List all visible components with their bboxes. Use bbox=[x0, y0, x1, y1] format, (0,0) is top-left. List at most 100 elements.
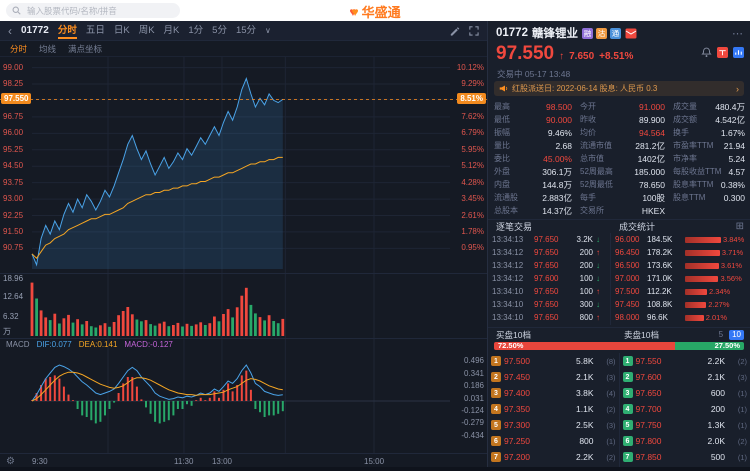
sell-level-index: 3 bbox=[623, 388, 633, 398]
stat-cell: 52周最低 78.650 bbox=[576, 178, 669, 191]
price-alert-bell-icon[interactable] bbox=[701, 47, 712, 58]
tick-trades-title[interactable]: 逐笔交易 bbox=[496, 220, 532, 233]
chart-subtab-分时[interactable]: 分时 bbox=[10, 43, 27, 55]
stat-value: 78.650 bbox=[639, 180, 665, 190]
macd-axis-label: -0.279 bbox=[461, 418, 484, 427]
stat-value: 2.68 bbox=[555, 141, 572, 151]
red-packet-icon[interactable] bbox=[625, 28, 637, 39]
macd-chart[interactable]: MACD DIF:0.077 DEA:0.141 MACD:-0.127 0.4… bbox=[0, 338, 487, 453]
stat-label: 最高 bbox=[494, 101, 510, 112]
stat-value: 90.000 bbox=[546, 115, 572, 125]
stat-value: 4.542亿 bbox=[715, 114, 745, 126]
period-tab-分时[interactable]: 分时 bbox=[58, 22, 77, 39]
buy-volume: 2.2K bbox=[542, 452, 596, 462]
tick-time: 13:34:10 bbox=[492, 300, 534, 309]
bid-levels-title: 买盘10档 bbox=[496, 329, 531, 341]
stat-value: HKEX bbox=[642, 206, 665, 216]
stat-volume: 171.0K bbox=[647, 274, 685, 283]
back-icon[interactable]: ‹ bbox=[8, 24, 12, 38]
ask-ratio-label: 27.50% bbox=[711, 342, 744, 350]
chart-settings-gear-icon[interactable]: ⚙ bbox=[6, 456, 15, 467]
corporate-action-notice[interactable]: 红股派送日: 2022-06-14 股息: 人民币 0.3 › bbox=[494, 81, 744, 96]
stat-volume-bar bbox=[685, 250, 720, 256]
more-options-icon[interactable]: ⋯ bbox=[732, 27, 744, 40]
ask-ratio-segment: 27.50% bbox=[675, 342, 744, 350]
chart-subtab-均线[interactable]: 均线 bbox=[39, 43, 56, 55]
stat-price: 96.450 bbox=[615, 248, 647, 257]
search-input[interactable] bbox=[25, 5, 159, 17]
stat-price: 96.000 bbox=[615, 235, 647, 244]
period-tab-日K[interactable]: 日K bbox=[114, 22, 130, 39]
period-tab-1分[interactable]: 1分 bbox=[188, 22, 203, 39]
stat-value: 91.000 bbox=[639, 102, 665, 112]
buy-volume: 800 bbox=[542, 436, 596, 446]
stat-label: 每股收益TTM bbox=[673, 166, 721, 177]
tick-volume: 100 bbox=[566, 287, 596, 296]
stat-label: 总市值 bbox=[580, 153, 604, 164]
tick-price: 97.650 bbox=[534, 287, 566, 296]
fullscreen-icon[interactable] bbox=[468, 25, 479, 36]
draw-pencil-icon[interactable] bbox=[449, 25, 460, 36]
hongbao-badge-icon[interactable] bbox=[717, 47, 728, 58]
tick-time: 13:34:12 bbox=[492, 274, 534, 283]
buy-level-index: 7 bbox=[491, 452, 501, 462]
sell-price: 97.600 bbox=[636, 372, 674, 382]
stat-cell bbox=[669, 204, 749, 217]
stat-label: 每手 bbox=[580, 192, 596, 203]
macd-axis-label: -0.124 bbox=[461, 406, 484, 415]
tick-time: 13:34:10 bbox=[492, 313, 534, 322]
period-tab-15分[interactable]: 15分 bbox=[236, 22, 256, 39]
bid-ratio-segment: 72.50% bbox=[494, 342, 675, 350]
depth-toggle-5[interactable]: 5 bbox=[716, 330, 726, 340]
depth-toggle-10[interactable]: 10 bbox=[729, 330, 744, 340]
time-axis-label: 11:30 bbox=[174, 457, 193, 466]
tick-time: 13:34:12 bbox=[492, 248, 534, 257]
more-periods-icon[interactable]: ∨ bbox=[265, 26, 271, 35]
sell-order-count: (1) bbox=[727, 405, 747, 414]
chart-subtab-满点坐标[interactable]: 满点坐标 bbox=[68, 43, 102, 55]
stat-label: 52周最高 bbox=[580, 166, 613, 177]
stat-bar-wrap: 3.71% bbox=[685, 248, 746, 257]
period-tab-5分[interactable]: 5分 bbox=[212, 22, 227, 39]
report-badge-icon[interactable] bbox=[733, 47, 744, 58]
ask-levels-title: 卖盘10档 bbox=[624, 329, 659, 341]
buy-level-index: 1 bbox=[491, 356, 501, 366]
stock-search-box[interactable] bbox=[6, 3, 180, 18]
volume-stats-title[interactable]: 成交统计 bbox=[619, 220, 655, 233]
logo-text: 华盛通 bbox=[362, 2, 401, 21]
sell-volume: 200 bbox=[674, 404, 728, 414]
panel-grid-icon[interactable]: ⊞ bbox=[736, 221, 744, 232]
period-tab-五日[interactable]: 五日 bbox=[86, 22, 105, 39]
tick-volume: 800 bbox=[566, 313, 596, 322]
period-tab-周K[interactable]: 周K bbox=[139, 22, 155, 39]
buy-price: 97.450 bbox=[504, 372, 542, 382]
stat-label: 52周最低 bbox=[580, 179, 613, 190]
search-icon bbox=[12, 6, 21, 15]
stat-value: 100股 bbox=[642, 192, 665, 204]
period-tab-月K[interactable]: 月K bbox=[164, 22, 180, 39]
sell-order-count: (3) bbox=[727, 373, 747, 382]
